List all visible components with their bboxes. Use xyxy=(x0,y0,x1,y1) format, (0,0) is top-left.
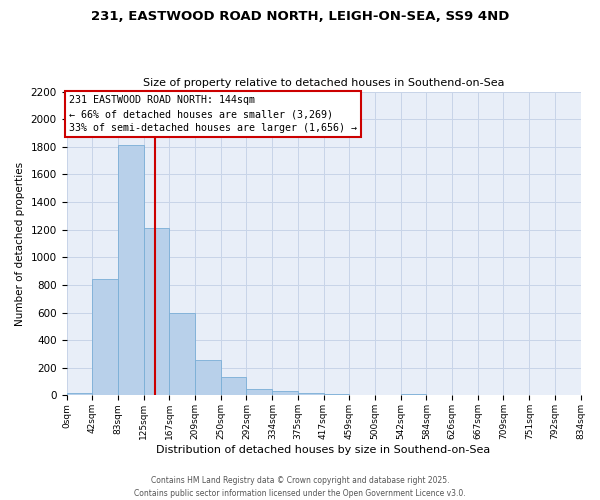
Bar xyxy=(272,392,298,396)
Text: 231, EASTWOOD ROAD NORTH, LEIGH-ON-SEA, SS9 4ND: 231, EASTWOOD ROAD NORTH, LEIGH-ON-SEA, … xyxy=(91,10,509,23)
Bar xyxy=(143,228,169,396)
Bar xyxy=(67,392,92,396)
Bar xyxy=(323,394,349,396)
Bar xyxy=(298,392,323,396)
Bar xyxy=(401,394,427,396)
Y-axis label: Number of detached properties: Number of detached properties xyxy=(15,162,25,326)
X-axis label: Distribution of detached houses by size in Southend-on-Sea: Distribution of detached houses by size … xyxy=(157,445,491,455)
Bar xyxy=(92,280,118,396)
Bar xyxy=(196,360,221,396)
Text: 231 EASTWOOD ROAD NORTH: 144sqm
← 66% of detached houses are smaller (3,269)
33%: 231 EASTWOOD ROAD NORTH: 144sqm ← 66% of… xyxy=(69,95,357,133)
Title: Size of property relative to detached houses in Southend-on-Sea: Size of property relative to detached ho… xyxy=(143,78,504,88)
Bar xyxy=(118,146,143,396)
Bar xyxy=(221,378,247,396)
Text: Contains HM Land Registry data © Crown copyright and database right 2025.
Contai: Contains HM Land Registry data © Crown c… xyxy=(134,476,466,498)
Bar xyxy=(169,312,196,396)
Bar xyxy=(247,388,272,396)
